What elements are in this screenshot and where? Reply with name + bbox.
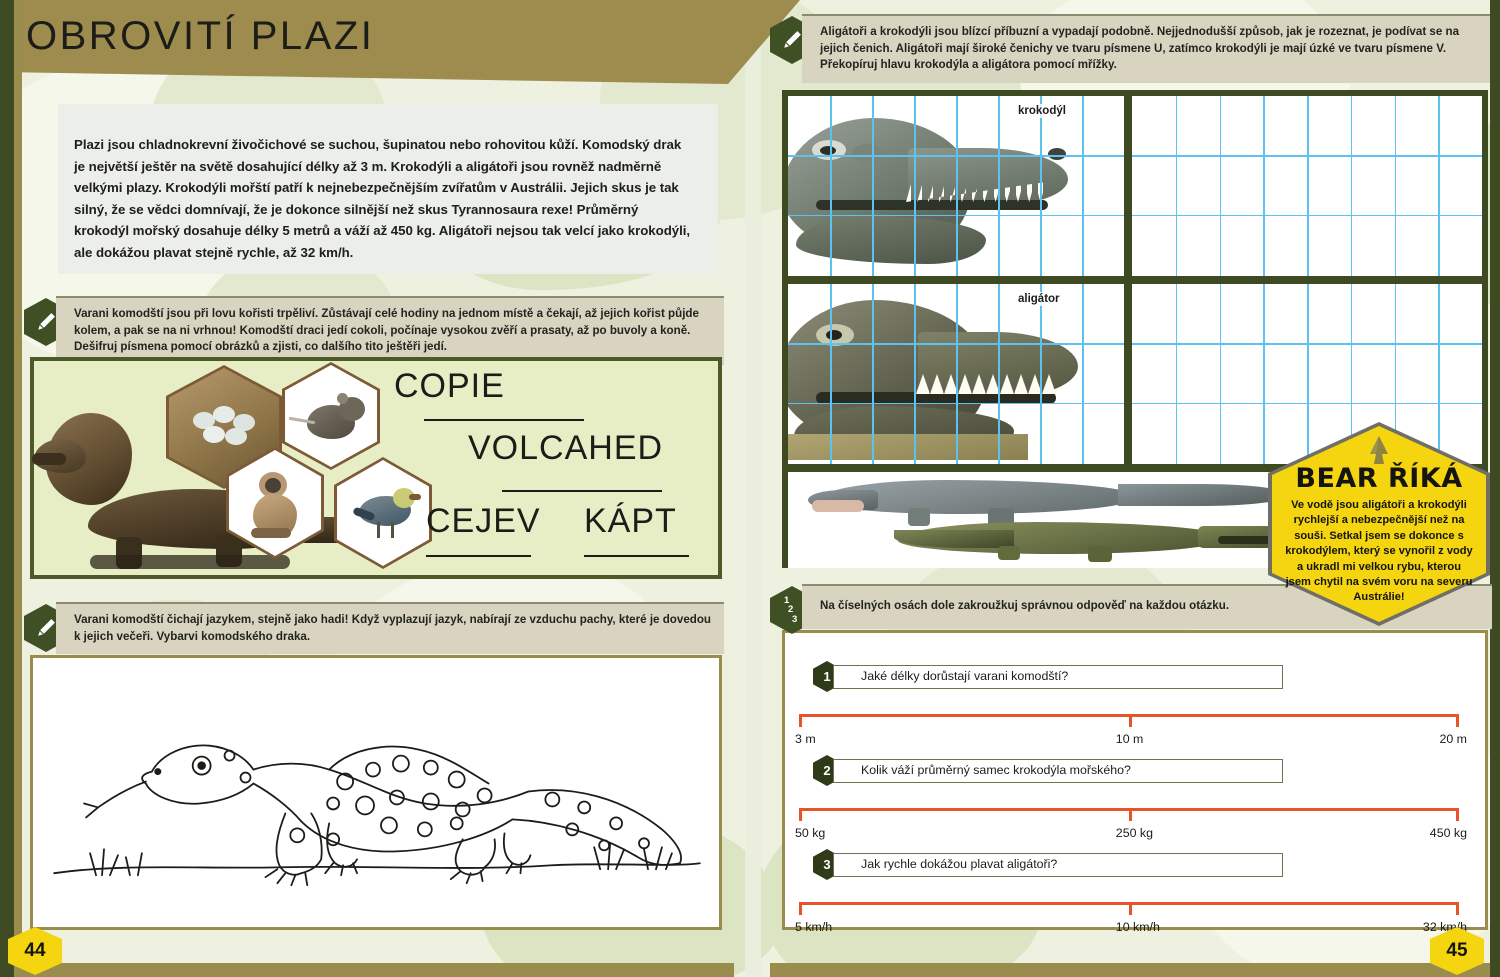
page-gutter xyxy=(745,0,761,977)
grid-cell-empty-alligator[interactable] xyxy=(1132,284,1482,464)
axis-label-left: 3 m xyxy=(795,732,816,746)
grid-cell-empty-crocodile[interactable] xyxy=(1132,96,1482,276)
intro-text: Plazi jsou chladnokrevní živočichové se … xyxy=(74,137,691,260)
axis-tick-left xyxy=(799,902,802,915)
question-text: Jak rychle dokážou plavat aligátoři? xyxy=(861,857,1058,871)
grid-cell-crocodile: krokodýl xyxy=(788,96,1124,276)
page-number-right: 45 xyxy=(1430,927,1484,975)
axis-label-mid: 10 km/h xyxy=(1115,920,1160,934)
page-number-left: 44 xyxy=(8,927,62,975)
axis-tick-right xyxy=(1456,714,1459,727)
bear-says-badge: BEAR ŘÍKÁ Ve vodě jsou aligátoři a kroko… xyxy=(1268,422,1490,626)
axis-label-mid: 10 m xyxy=(1115,732,1144,746)
grid-overlay xyxy=(788,96,1124,276)
answer-line-1[interactable] xyxy=(424,419,584,421)
answer-line-4[interactable] xyxy=(584,555,689,557)
number-line-axis[interactable]: 50 kg 250 kg 450 kg xyxy=(795,808,1467,840)
axis-tick-mid xyxy=(1129,902,1132,915)
axis-tick-left xyxy=(799,808,802,821)
question-box xyxy=(833,853,1283,877)
axis-label-right: 450 kg xyxy=(1429,826,1467,840)
axis-tick-right xyxy=(1456,902,1459,915)
axis-label-left: 50 kg xyxy=(795,826,826,840)
scrambled-word-4: KÁPT xyxy=(584,502,677,540)
number-line-axis[interactable]: 5 km/h 10 km/h 32 km/h xyxy=(795,902,1467,934)
grid-overlay xyxy=(1132,96,1482,276)
page-edge-bottom-right xyxy=(770,963,1490,977)
page-edge-bottom-left xyxy=(14,963,734,977)
page-title: OBROVITÍ PLAZI xyxy=(26,14,375,58)
question-box xyxy=(833,665,1283,689)
rat-photo xyxy=(282,362,380,470)
question-text: Jaké délky dorůstají varani komodští? xyxy=(861,669,1069,683)
axis-label-left: 5 km/h xyxy=(795,920,833,934)
axis-tick-mid xyxy=(1129,714,1132,727)
task1-instruction-text: Varani komodští jsou při lovu kořisti tr… xyxy=(74,307,699,354)
page-edge-left xyxy=(0,0,14,977)
axis-tick-right xyxy=(1456,808,1459,821)
axis-tick-mid xyxy=(1129,808,1132,821)
colouring-panel[interactable] xyxy=(30,655,722,930)
axe-icon xyxy=(1370,436,1388,464)
axis-label-mid: 250 kg xyxy=(1115,826,1153,840)
word-puzzle-panel: COPIE VOLCAHED CEJEV KÁPT xyxy=(30,357,722,579)
header-band xyxy=(0,0,800,84)
number-line-questions-panel: 1 Jaké délky dorůstají varani komodští? … xyxy=(782,630,1488,934)
scrambled-word-2: VOLCAHED xyxy=(468,429,664,467)
grid-label-aligator: aligátor xyxy=(1014,292,1064,306)
scrambled-word-3: CEJEV xyxy=(426,502,541,540)
task3-instruction-text: Aligátoři a krokodýli jsou blízcí příbuz… xyxy=(820,25,1460,72)
task4-instruction-text: Na číselných osách dole zakroužkuj správ… xyxy=(820,599,1230,612)
scrambled-word-1: COPIE xyxy=(394,367,505,405)
page-edge-left-gold xyxy=(14,0,22,977)
komodo-dragon-line-art[interactable] xyxy=(33,658,719,927)
grid-overlay xyxy=(788,284,1124,464)
grid-cell-alligator: aligátor xyxy=(788,284,1124,464)
question-text: Kolik váží průměrný samec krokodýla mořs… xyxy=(861,763,1131,777)
intro-card: Plazi jsou chladnokrevní živočichové se … xyxy=(58,104,718,274)
axis-label-right: 20 m xyxy=(1439,732,1467,746)
answer-line-3[interactable] xyxy=(426,555,531,557)
task2-instruction-text: Varani komodští čichají jazykem, stejně … xyxy=(74,613,712,643)
grid-label-krokodyl: krokodýl xyxy=(1014,104,1070,118)
number-line-axis[interactable]: 3 m 10 m 20 m xyxy=(795,714,1467,746)
page-edge-right xyxy=(1490,0,1500,977)
question-box xyxy=(833,759,1283,783)
bear-says-body: Ve vodě jsou aligátoři a krokodýli rychl… xyxy=(1285,499,1473,604)
alligator-head-photo xyxy=(788,284,1124,464)
bear-says-title: BEAR ŘÍKÁ xyxy=(1295,463,1463,494)
axis-tick-left xyxy=(799,714,802,727)
grid-overlay xyxy=(1132,284,1482,464)
answer-line-2[interactable] xyxy=(502,490,662,492)
